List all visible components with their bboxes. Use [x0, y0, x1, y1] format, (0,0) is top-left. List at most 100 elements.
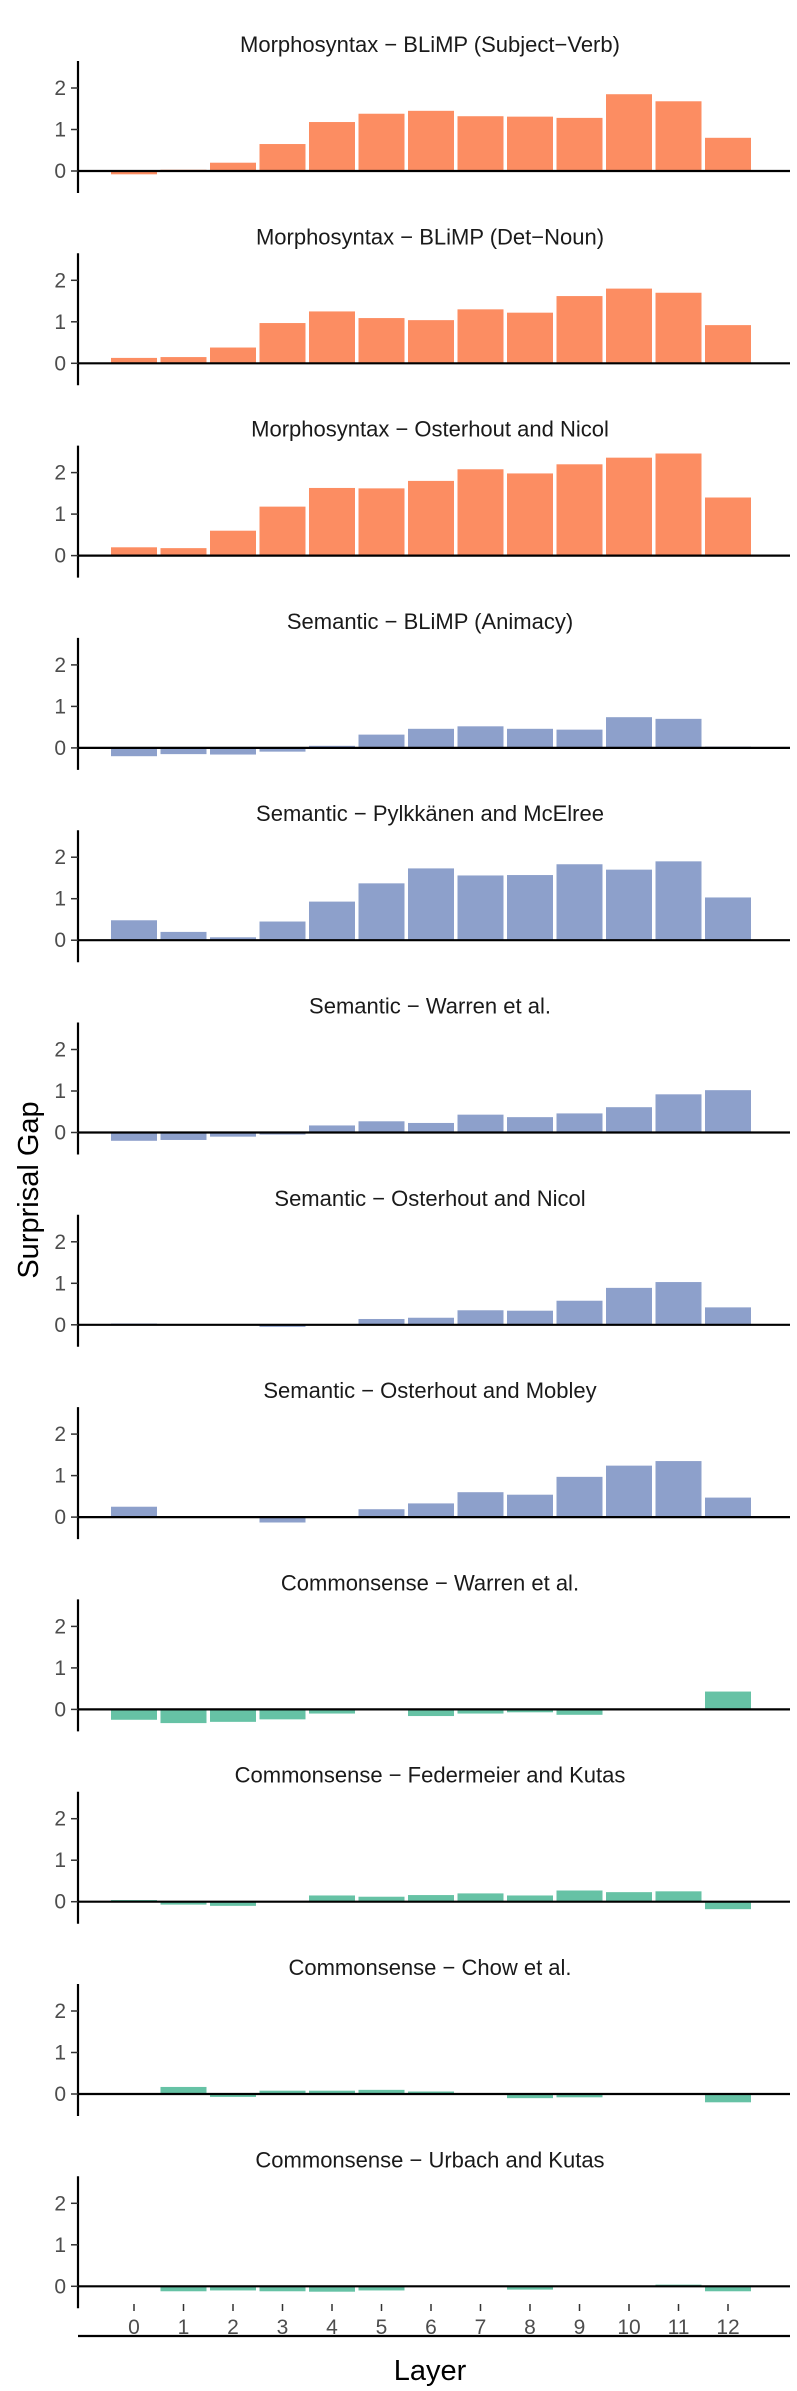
bar: [111, 1506, 157, 1518]
bar: [705, 1307, 751, 1325]
panel-title: Commonsense − Chow et al.: [288, 1955, 571, 1980]
bar: [259, 921, 306, 941]
bar: [160, 747, 207, 755]
bar: [606, 94, 652, 171]
panel-title: Semantic − Pylkkänen and McElree: [256, 801, 604, 826]
y-tick-label: 2: [54, 846, 66, 869]
y-tick-label: 2: [54, 1423, 66, 1446]
y-tick-label: 2: [54, 1808, 66, 1831]
x-tick-label: 0: [128, 2316, 140, 2339]
y-tick-label: 1: [54, 1465, 66, 1488]
bar: [556, 864, 603, 941]
bar: [408, 868, 454, 941]
panel: Morphosyntax − BLiMP (Subject−Verb) 0 1 2: [54, 32, 790, 193]
y-tick-label: 1: [54, 695, 66, 718]
bar: [160, 2286, 207, 2292]
bar: [606, 1465, 652, 1518]
x-tick-label: 12: [716, 2316, 739, 2339]
bar: [358, 318, 405, 364]
panel-title: Semantic − Osterhout and Mobley: [263, 1378, 596, 1403]
bar: [655, 1891, 702, 1902]
y-tick-label: 1: [54, 1272, 66, 1295]
bar: [655, 292, 702, 364]
bar: [358, 2286, 405, 2291]
bar: [556, 729, 603, 748]
x-tick-label: 7: [475, 2316, 487, 2339]
bar: [309, 1895, 355, 1902]
bar: [309, 2090, 355, 2094]
x-tick-label: 8: [524, 2316, 536, 2339]
bar: [160, 2086, 207, 2094]
bar: [507, 875, 553, 941]
bar: [259, 2286, 306, 2292]
panel-title: Semantic − Warren et al.: [309, 994, 551, 1019]
bar: [507, 312, 553, 364]
y-axis-label: Surprisal Gap: [13, 1101, 45, 1278]
bar: [358, 734, 405, 748]
bar: [606, 1287, 652, 1325]
bar: [556, 2094, 603, 2098]
x-tick-label: 10: [617, 2316, 640, 2339]
bar: [160, 931, 207, 941]
bar: [457, 1492, 504, 1518]
y-tick-label: 2: [54, 269, 66, 292]
bar: [556, 1709, 603, 1715]
bar: [358, 2089, 405, 2094]
bar: [408, 320, 454, 364]
bar: [309, 311, 355, 364]
y-tick-label: 0: [54, 2083, 66, 2106]
bar: [507, 473, 553, 556]
bar: [408, 728, 454, 748]
bar: [507, 2286, 553, 2290]
panel: Commonsense − Urbach and Kutas 0 1 2: [54, 2147, 790, 2309]
panel-title: Semantic − BLiMP (Animacy): [287, 609, 573, 634]
bar: [111, 547, 157, 556]
bar: [655, 101, 702, 171]
y-tick-label: 0: [54, 929, 66, 952]
bar: [358, 1121, 405, 1133]
bar: [556, 1300, 603, 1325]
panel-title: Morphosyntax − BLiMP (Subject−Verb): [240, 32, 620, 57]
bar: [457, 1893, 504, 1902]
y-tick-label: 0: [54, 1314, 66, 1337]
bar: [457, 116, 504, 171]
bar: [408, 2091, 454, 2094]
y-tick-label: 0: [54, 1698, 66, 1721]
bar: [556, 1113, 603, 1133]
bar: [358, 1896, 405, 1902]
bar: [309, 122, 355, 171]
bar: [408, 110, 454, 171]
bar: [160, 548, 207, 556]
panel: Commonsense − Chow et al. 0 1 2: [54, 1955, 790, 2116]
bar: [259, 747, 306, 752]
bar: [309, 901, 355, 941]
chart-panels: Morphosyntax − BLiMP (Subject−Verb)012Mo…: [54, 32, 790, 2309]
bar: [210, 747, 256, 755]
bar: [655, 1282, 702, 1325]
y-tick-label: 2: [54, 1231, 66, 1254]
bar: [705, 497, 751, 556]
y-tick-label: 0: [54, 545, 66, 568]
bar: [507, 1709, 553, 1713]
panel-title: Commonsense − Urbach and Kutas: [255, 2147, 604, 2172]
bar: [457, 1310, 504, 1325]
x-tick-label: 11: [668, 2316, 690, 2339]
y-tick-label: 2: [54, 462, 66, 485]
y-tick-label: 2: [54, 77, 66, 100]
bar: [705, 897, 751, 941]
y-tick-label: 2: [54, 654, 66, 677]
bar: [705, 137, 751, 171]
bar: [408, 480, 454, 556]
bar: [160, 1132, 207, 1140]
y-tick-label: 2: [54, 2192, 66, 2215]
bar: [655, 861, 702, 941]
panel: Semantic − BLiMP (Animacy) 0 1 2: [54, 609, 790, 770]
x-tick-label: 9: [574, 2316, 586, 2339]
y-tick-label: 1: [54, 119, 66, 142]
bar: [507, 2094, 553, 2099]
bar: [507, 116, 553, 171]
bar: [457, 1114, 504, 1133]
x-tick-label: 5: [376, 2316, 388, 2339]
bar: [309, 1125, 355, 1133]
